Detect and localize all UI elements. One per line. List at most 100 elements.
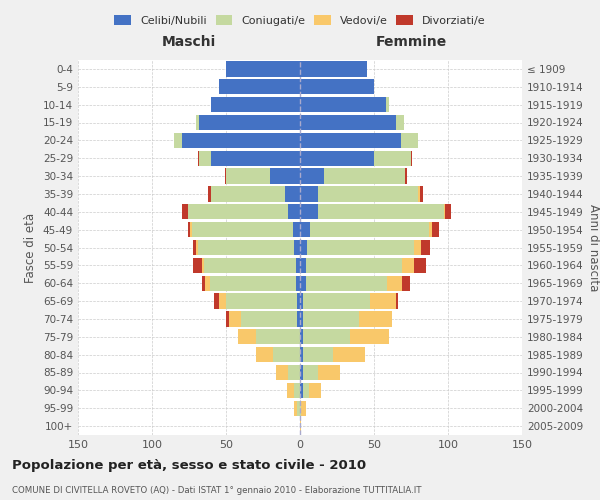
Bar xyxy=(402,276,410,291)
Bar xyxy=(300,294,303,308)
Bar xyxy=(198,240,294,255)
Bar xyxy=(182,133,300,148)
Bar xyxy=(303,347,332,362)
Bar xyxy=(421,240,430,255)
Text: Popolazione per età, sesso e stato civile - 2010: Popolazione per età, sesso e stato civil… xyxy=(12,460,366,472)
Bar xyxy=(443,204,445,220)
Bar xyxy=(300,312,303,326)
Bar xyxy=(303,329,350,344)
Bar xyxy=(182,204,188,220)
Bar xyxy=(205,276,210,291)
Bar xyxy=(402,258,414,273)
Bar xyxy=(285,186,300,202)
Bar xyxy=(396,294,398,308)
Bar xyxy=(429,222,432,237)
Bar xyxy=(359,312,392,326)
Bar xyxy=(256,347,274,362)
Bar xyxy=(218,79,300,94)
Bar xyxy=(226,62,300,76)
Bar xyxy=(296,276,300,291)
Bar xyxy=(214,294,218,308)
Text: Maschi: Maschi xyxy=(162,35,216,49)
Bar xyxy=(300,383,303,398)
Bar xyxy=(300,276,306,291)
Bar xyxy=(208,186,211,202)
Bar xyxy=(211,150,300,166)
Bar xyxy=(300,400,301,416)
Bar xyxy=(202,276,205,291)
Bar xyxy=(271,168,300,184)
Bar xyxy=(293,222,300,237)
Bar xyxy=(303,365,318,380)
Text: Femmine: Femmine xyxy=(376,35,446,49)
Bar xyxy=(211,186,285,202)
Bar xyxy=(300,97,386,112)
Bar xyxy=(287,383,294,398)
Bar xyxy=(303,294,370,308)
Y-axis label: Fasce di età: Fasce di età xyxy=(25,212,37,282)
Bar xyxy=(318,204,443,220)
Bar xyxy=(294,400,297,416)
Bar xyxy=(174,133,182,148)
Bar xyxy=(418,186,420,202)
Bar xyxy=(218,294,226,308)
Bar xyxy=(300,258,306,273)
Bar xyxy=(445,204,451,220)
Bar xyxy=(196,240,198,255)
Bar xyxy=(229,312,241,326)
Bar xyxy=(405,168,407,184)
Bar xyxy=(300,150,374,166)
Bar xyxy=(300,329,303,344)
Bar xyxy=(226,294,297,308)
Bar xyxy=(374,150,411,166)
Bar xyxy=(300,204,318,220)
Bar xyxy=(256,329,300,344)
Bar xyxy=(350,329,389,344)
Legend: Celibi/Nubili, Coniugati/e, Vedovi/e, Divorziati/e: Celibi/Nubili, Coniugati/e, Vedovi/e, Di… xyxy=(110,10,490,30)
Bar xyxy=(300,115,396,130)
Bar xyxy=(204,258,296,273)
Bar xyxy=(300,365,303,380)
Bar xyxy=(332,347,365,362)
Bar xyxy=(288,204,300,220)
Bar xyxy=(310,222,429,237)
Bar xyxy=(224,168,226,184)
Bar xyxy=(226,168,271,184)
Bar xyxy=(300,222,310,237)
Bar xyxy=(296,258,300,273)
Bar xyxy=(202,258,204,273)
Bar xyxy=(386,97,389,112)
Bar xyxy=(388,276,402,291)
Bar xyxy=(241,312,297,326)
Bar xyxy=(318,365,340,380)
Bar xyxy=(199,150,211,166)
Bar xyxy=(300,133,401,148)
Bar xyxy=(300,347,303,362)
Bar xyxy=(300,79,374,94)
Bar xyxy=(211,97,300,112)
Bar xyxy=(396,115,404,130)
Bar xyxy=(188,222,190,237)
Bar xyxy=(309,383,321,398)
Bar xyxy=(300,240,307,255)
Bar xyxy=(307,240,414,255)
Bar xyxy=(274,347,300,362)
Bar xyxy=(199,115,300,130)
Bar xyxy=(193,258,202,273)
Bar xyxy=(370,294,396,308)
Bar xyxy=(323,168,405,184)
Bar xyxy=(196,115,199,130)
Bar xyxy=(192,222,293,237)
Bar xyxy=(306,258,402,273)
Bar xyxy=(294,383,300,398)
Bar xyxy=(300,62,367,76)
Bar xyxy=(303,383,309,398)
Bar xyxy=(414,240,421,255)
Bar xyxy=(300,168,323,184)
Bar xyxy=(300,418,301,434)
Bar xyxy=(210,276,296,291)
Bar xyxy=(318,186,418,202)
Bar xyxy=(188,204,288,220)
Bar xyxy=(300,186,318,202)
Text: COMUNE DI CIVITELLA ROVETO (AQ) - Dati ISTAT 1° gennaio 2010 - Elaborazione TUTT: COMUNE DI CIVITELLA ROVETO (AQ) - Dati I… xyxy=(12,486,421,495)
